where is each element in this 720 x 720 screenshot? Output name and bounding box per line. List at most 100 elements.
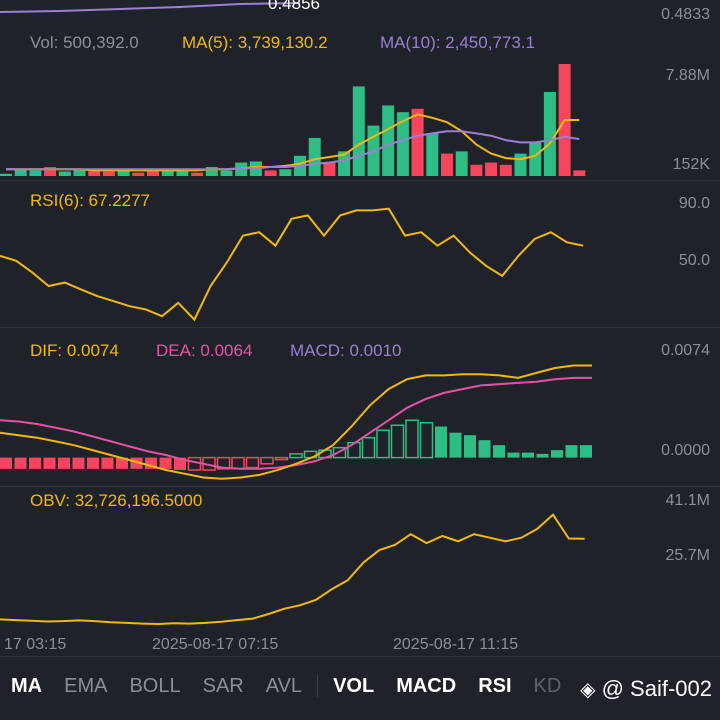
volume-bar (470, 164, 483, 176)
price-line (0, 2, 301, 13)
volume-bar (382, 105, 395, 176)
macd-histogram-bar (405, 419, 419, 459)
time-axis-label: 2025-08-17 11:15 (393, 636, 519, 653)
tab-macd[interactable]: MACD (396, 674, 457, 697)
volume-bar (73, 169, 86, 176)
macd-histogram-bar (216, 456, 231, 470)
volume-bar (308, 137, 321, 176)
macd-histogram-bar (347, 441, 361, 459)
volume-bar (352, 86, 365, 176)
volume-bar (323, 162, 336, 176)
vol-ma10-label: MA(10): 2,450,773.1 (380, 33, 535, 52)
obv-label: OBV: 32,726,196.5000 (30, 491, 203, 510)
macd-histogram-bar (145, 457, 157, 469)
volume-bar (117, 169, 130, 176)
tab-rsi[interactable]: RSI (478, 674, 512, 697)
volume-bar (235, 162, 248, 176)
volume-bar (44, 167, 57, 176)
volume-bar (411, 108, 424, 176)
macd-histogram-bar (14, 457, 27, 469)
tab-boll[interactable]: BOLL (129, 674, 181, 697)
macd-histogram-bar (361, 436, 376, 459)
macd-histogram-bar (0, 457, 12, 469)
macd-histogram-bar (419, 421, 434, 459)
volume-bar (396, 112, 409, 176)
macd-histogram-bar (130, 457, 143, 469)
macd-histogram-bar (449, 432, 462, 458)
macd-histogram-bar (565, 445, 578, 458)
macd-dif-label: DIF: 0.0074 (30, 341, 119, 360)
rsi-axis-top: 90.0 (678, 195, 710, 212)
volume-bar (543, 92, 556, 176)
macd-histogram-bar (231, 456, 245, 470)
macd-histogram-bar (551, 450, 563, 458)
volume-bar (573, 170, 586, 176)
volume-bar (499, 164, 512, 176)
volume-bar (102, 171, 115, 176)
macd-histogram-bar (58, 457, 70, 469)
macd-axis-zero: 0.0000 (661, 442, 710, 459)
macd-histogram-bar (289, 453, 303, 459)
volume-bar (132, 172, 145, 176)
macd-histogram-bar (376, 429, 390, 459)
panel-divider (0, 327, 720, 328)
macd-histogram-bar (174, 457, 186, 471)
macd-histogram-bar (507, 452, 520, 458)
macd-histogram-bar (390, 424, 405, 459)
tab-ema[interactable]: EMA (64, 674, 108, 697)
rsi-line (0, 207, 584, 322)
volume-bar (147, 170, 159, 176)
price-line-chart (0, 2, 301, 13)
vol-ma5-line (6, 113, 580, 172)
vol-label: Vol: 500,392.0 (30, 33, 139, 52)
panel-divider (0, 486, 720, 487)
watermark: ◈ @ Saif-002 (580, 676, 712, 702)
macd-histogram-bar (260, 456, 274, 465)
watermark-text: @ Saif-002 (601, 676, 712, 701)
rsi-label: RSI(6): 67.2277 (30, 191, 151, 210)
volume-bar (58, 171, 71, 176)
macd-histogram-bar (493, 445, 505, 458)
macd-dea-line (0, 376, 592, 470)
tab-sar[interactable]: SAR (202, 674, 244, 697)
macd-dea-label: DEA: 0.0064 (156, 341, 253, 360)
volume-bar (426, 133, 439, 176)
tabs-divider (0, 656, 720, 657)
macd-histogram-bar (478, 440, 491, 458)
macd-histogram-bar (522, 452, 534, 458)
macd-histogram-bar (580, 445, 592, 458)
volume-bar (264, 170, 277, 176)
volume-bar (485, 162, 498, 176)
obv-line (0, 513, 585, 626)
macd-histogram-bar (29, 457, 41, 469)
macd-histogram-bar (43, 457, 56, 469)
macd-histogram-bar (116, 457, 128, 469)
tab-vol[interactable]: VOL (333, 674, 375, 697)
price-axis-label: 0.4833 (661, 6, 710, 23)
macd-histogram-bar (274, 456, 289, 461)
macd-histogram-bar (72, 457, 85, 469)
macd-histogram-bar (159, 457, 172, 469)
binance-logo-icon: ◈ (580, 679, 596, 701)
volume-bar (0, 173, 12, 176)
volume-bar (205, 167, 218, 176)
rsi-axis-mid: 50.0 (678, 252, 710, 269)
tab-avl[interactable]: AVL (265, 674, 303, 697)
macd-chart (0, 364, 592, 480)
macd-histogram-bar (536, 453, 549, 458)
vol-axis-top: 7.88M (665, 67, 710, 84)
macd-histogram-bar (435, 426, 447, 458)
rsi-chart (0, 207, 584, 322)
obv-chart (0, 513, 585, 626)
volume-bar (29, 170, 42, 176)
macd-histogram-bar (464, 435, 476, 458)
vol-axis-bottom: 152K (672, 156, 710, 173)
tab-kd[interactable]: KD (533, 674, 562, 697)
macd-histogram-bar (101, 457, 114, 469)
volume-bar (441, 153, 453, 176)
vol-ma10-line (6, 130, 580, 171)
macd-histogram-bar (332, 446, 347, 459)
tab-ma[interactable]: MA (11, 674, 43, 697)
volume-bar (514, 153, 527, 176)
macd-histogram-bar (87, 457, 99, 469)
